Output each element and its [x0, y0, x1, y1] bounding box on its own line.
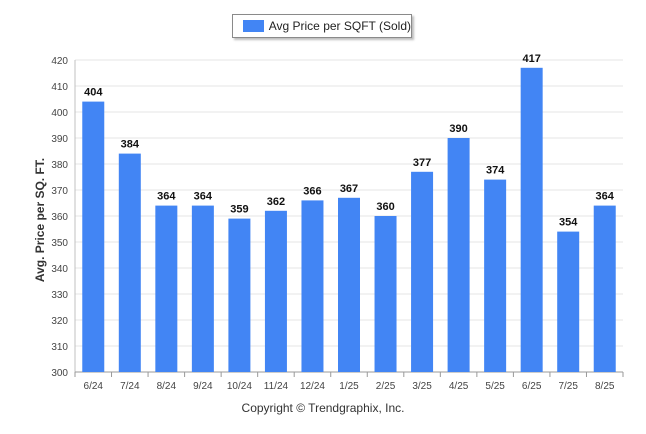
x-tick-label: 8/25	[595, 381, 615, 392]
legend-label: Avg Price per SQFT (Sold)	[268, 19, 411, 33]
bar	[593, 205, 616, 372]
data-label: 364	[157, 191, 176, 203]
bar	[411, 171, 434, 372]
bar	[82, 101, 105, 372]
data-label: 384	[121, 139, 140, 151]
y-tick-label: 310	[51, 342, 68, 353]
x-tick-label: 6/24	[84, 381, 104, 392]
data-label: 367	[340, 183, 358, 195]
bar	[191, 205, 214, 372]
bar	[557, 231, 580, 372]
x-tick-label: 3/25	[412, 381, 432, 392]
legend-swatch	[243, 20, 264, 32]
data-label: 362	[267, 196, 285, 208]
x-tick-label: 2/25	[376, 381, 396, 392]
x-tick-label: 6/25	[522, 381, 542, 392]
y-tick-label: 350	[51, 238, 68, 249]
bar	[118, 153, 141, 372]
x-tick-label: 8/24	[157, 381, 177, 392]
data-label: 404	[84, 87, 103, 99]
x-tick-label: 5/25	[485, 381, 505, 392]
data-label: 354	[559, 217, 578, 229]
bar	[447, 138, 470, 372]
bar	[338, 197, 360, 372]
y-tick-label: 330	[51, 290, 68, 301]
legend: Avg Price per SQFT (Sold)	[232, 14, 412, 38]
bar	[155, 205, 178, 372]
x-tick-label: 9/24	[193, 381, 213, 392]
y-tick-label: 360	[51, 212, 68, 223]
data-label: 377	[413, 157, 431, 169]
data-label: 374	[486, 165, 505, 177]
x-tick-label: 10/24	[227, 381, 252, 392]
x-tick-label: 12/24	[300, 381, 325, 392]
data-label: 359	[230, 204, 248, 216]
x-tick-label: 7/24	[120, 381, 140, 392]
y-tick-label: 320	[51, 316, 68, 327]
y-tick-label: 400	[51, 108, 68, 119]
data-label: 364	[194, 191, 213, 203]
x-tick-label: 1/25	[339, 381, 359, 392]
y-tick-label: 390	[51, 134, 68, 145]
data-label: 364	[596, 191, 615, 203]
y-tick-label: 410	[51, 82, 68, 93]
copyright-footer: Copyright © Trendgraphix, Inc.	[241, 401, 405, 415]
x-tick-label: 4/25	[449, 381, 469, 392]
data-label: 390	[449, 123, 467, 135]
bar	[228, 218, 251, 372]
data-label: 366	[303, 185, 321, 197]
data-label: 417	[522, 53, 540, 65]
bar	[264, 210, 287, 372]
bar	[520, 67, 543, 373]
bar	[484, 179, 507, 372]
data-label: 360	[376, 201, 394, 213]
x-tick-label: 7/25	[558, 381, 578, 392]
y-tick-label: 420	[51, 56, 68, 67]
y-tick-label: 300	[51, 368, 68, 379]
y-tick-label: 380	[51, 160, 68, 171]
y-tick-label: 340	[51, 264, 68, 275]
x-tick-label: 11/24	[264, 381, 289, 392]
y-tick-label: 370	[51, 186, 68, 197]
bar	[301, 200, 324, 372]
bar	[374, 216, 397, 372]
